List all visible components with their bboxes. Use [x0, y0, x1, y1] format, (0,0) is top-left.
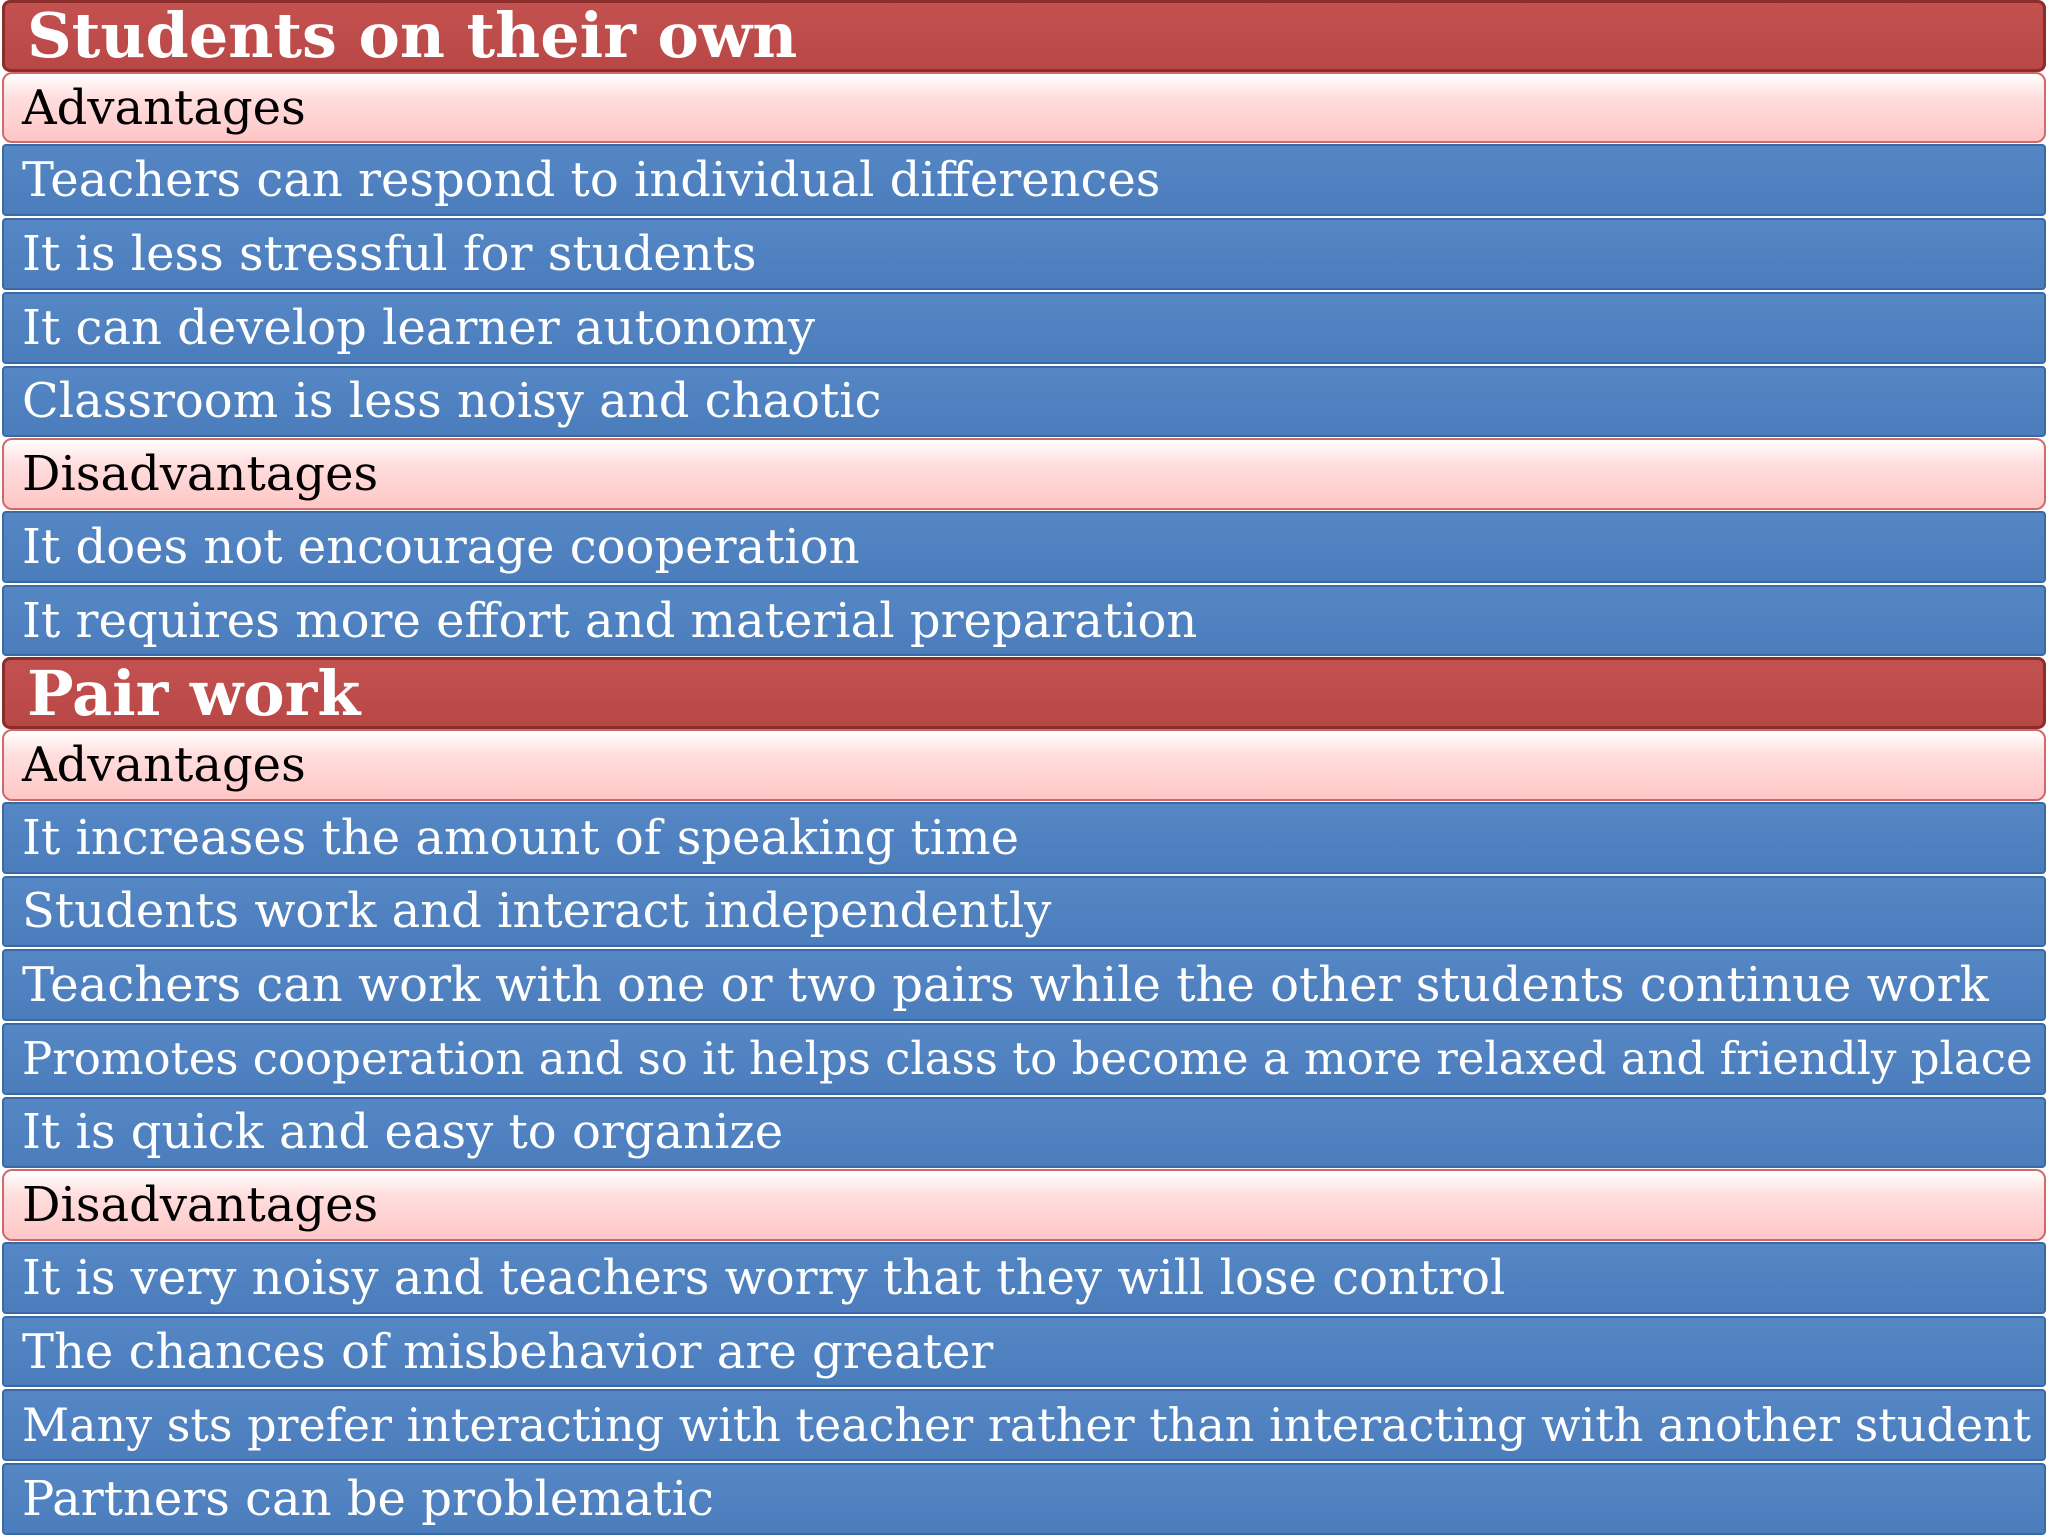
advantages-header: Advantages: [2, 729, 2046, 801]
list-item: Classroom is less noisy and chaotic: [2, 365, 2046, 438]
list-item: It is quick and easy to organize: [2, 1096, 2046, 1169]
list-item: It requires more effort and material pre…: [2, 584, 2046, 657]
list-item: Teachers can work with one or two pairs …: [2, 949, 2046, 1021]
list-item: Students work and interact independently: [2, 875, 2046, 948]
list-item: Teachers can respond to individual diffe…: [2, 144, 2046, 217]
list-item: It increases the amount of speaking time: [2, 801, 2046, 874]
list-item: It can develop learner autonomy: [2, 291, 2046, 364]
list-item: Partners can be problematic: [2, 1463, 2046, 1535]
disadvantages-header: Disadvantages: [2, 1169, 2046, 1242]
advantages-header: Advantages: [2, 71, 2046, 144]
list-item: It does not encourage cooperation: [2, 510, 2046, 583]
disadvantages-header: Disadvantages: [2, 438, 2046, 510]
list-item: It is very noisy and teachers worry that…: [2, 1242, 2046, 1314]
list-item: The chances of misbehavior are greater: [2, 1315, 2046, 1388]
list-item: Promotes cooperation and so it helps cla…: [2, 1022, 2046, 1095]
section-title-pair-work: Pair work: [2, 657, 2046, 730]
list-item: Many sts prefer interacting with teacher…: [2, 1389, 2046, 1462]
list-item: It is less stressful for students: [2, 218, 2046, 290]
section-title-individual: Students on their own: [2, 0, 2046, 72]
